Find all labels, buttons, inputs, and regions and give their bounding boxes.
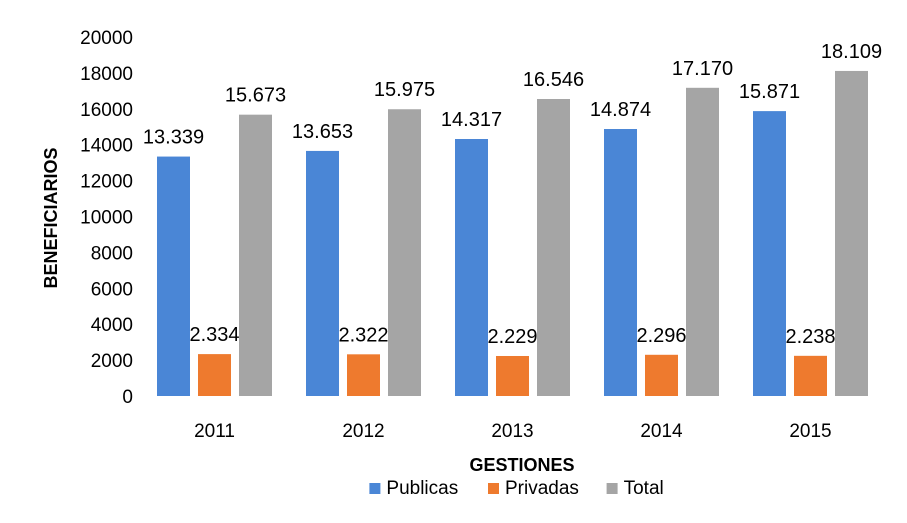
x-axis-title: GESTIONES xyxy=(469,455,574,475)
legend-swatch-total xyxy=(606,483,618,494)
data-label: 2.296 xyxy=(636,325,686,347)
y-tick-label: 0 xyxy=(122,387,133,408)
legend: Publicas Privadas Total xyxy=(369,478,664,499)
bar-privadas xyxy=(347,354,380,396)
x-tick-label: 2014 xyxy=(640,421,683,442)
bar-publicas xyxy=(455,139,488,396)
bar-publicas xyxy=(157,156,190,396)
y-tick-label: 6000 xyxy=(91,279,133,300)
bar-privadas xyxy=(496,355,529,396)
data-label: 16.546 xyxy=(523,69,584,91)
y-tick-label: 8000 xyxy=(91,243,133,264)
y-tick-label: 2000 xyxy=(91,351,133,372)
legend-label-publicas: Publicas xyxy=(386,478,458,499)
data-label: 13.339 xyxy=(143,127,204,149)
data-label: 2.238 xyxy=(785,326,835,348)
x-tick-label: 2015 xyxy=(789,421,831,442)
data-label: 18.109 xyxy=(821,41,882,63)
y-tick-label: 10000 xyxy=(80,208,133,229)
x-axis-ticks: 2011 2012 2013 2014 2015 xyxy=(194,421,832,442)
x-tick-label: 2012 xyxy=(342,421,384,442)
bar-publicas xyxy=(306,150,339,396)
bars-group xyxy=(157,70,868,397)
data-label: 17.170 xyxy=(672,58,733,80)
y-tick-label: 18000 xyxy=(80,64,133,85)
bar-privadas xyxy=(198,354,231,396)
y-axis-ticks: 0 2000 4000 6000 8000 10000 12000 14000 16000 180… xyxy=(80,28,133,408)
bar-total xyxy=(239,114,272,396)
bar-total xyxy=(686,87,719,397)
data-label: 14.317 xyxy=(441,109,502,131)
y-tick-label: 20000 xyxy=(80,28,133,49)
x-tick-label: 2011 xyxy=(194,421,235,442)
data-label: 2.229 xyxy=(487,326,537,348)
data-label: 2.322 xyxy=(338,324,388,346)
data-label: 13.653 xyxy=(292,121,353,143)
legend-swatch-privadas xyxy=(488,483,499,494)
y-axis-title: BENEFICIARIOS xyxy=(41,147,61,288)
y-tick-label: 4000 xyxy=(91,315,133,336)
bar-publicas xyxy=(753,111,786,397)
x-tick-label: 2013 xyxy=(491,421,533,442)
data-label: 15.871 xyxy=(739,81,800,103)
y-tick-label: 14000 xyxy=(80,136,133,157)
bar-privadas xyxy=(794,355,827,396)
data-labels-group: 13.339 2.334 15.673 13.653 2.322 15.975 14.317… xyxy=(143,41,882,348)
data-label: 2.334 xyxy=(189,324,239,346)
bar-total xyxy=(537,98,570,396)
legend-swatch-publicas xyxy=(369,483,381,494)
y-tick-label: 16000 xyxy=(80,100,133,121)
bar-publicas xyxy=(604,129,637,396)
y-tick-label: 12000 xyxy=(80,172,133,193)
data-label: 15.975 xyxy=(374,79,435,101)
legend-label-total: Total xyxy=(624,478,664,499)
bar-privadas xyxy=(645,354,678,396)
data-label: 14.874 xyxy=(590,99,651,121)
legend-label-privadas: Privadas xyxy=(505,478,579,499)
bar-total xyxy=(835,70,868,396)
bar-total xyxy=(388,109,421,396)
data-label: 15.673 xyxy=(225,85,286,107)
